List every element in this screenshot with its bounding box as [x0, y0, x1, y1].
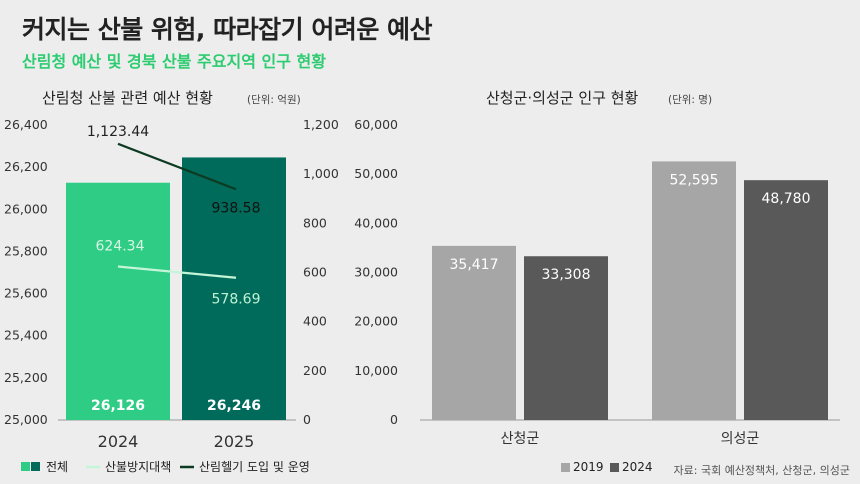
line-label: 938.58	[212, 200, 261, 216]
left-tick-label: 25,000	[4, 412, 48, 427]
y-tick-label: 50,000	[354, 166, 398, 181]
left-tick-label: 26,400	[4, 117, 48, 132]
chart2-title: 산청군·의성군 인구 현황	[486, 89, 639, 107]
chart1-unit: (단위: 억원)	[247, 93, 301, 106]
left-tick-label: 25,400	[4, 328, 48, 343]
page-subtitle: 산림청 예산 및 경북 산불 주요지역 인구 현황	[22, 52, 326, 71]
legend-swatch-2024	[610, 463, 619, 472]
category-label: 2024	[98, 432, 139, 451]
left-tick-label: 25,800	[4, 243, 48, 258]
left-tick-label: 26,200	[4, 159, 48, 174]
legend-label: 2019	[573, 460, 604, 474]
line-label: 624.34	[96, 239, 145, 255]
legend-label: 2024	[622, 460, 653, 474]
line-산림헬기 도입 및 운영	[117, 142, 237, 191]
chart1-title: 산림청 산불 관련 예산 현황	[42, 89, 213, 107]
population-bar-산청군-2024	[524, 256, 608, 420]
category-label: 2025	[214, 432, 255, 451]
line-산불방지대책	[117, 265, 237, 279]
population-bar-label: 52,595	[670, 172, 719, 188]
y-tick-label: 10,000	[354, 363, 398, 378]
page-title: 커지는 산불 위험, 따라잡기 어려운 예산	[22, 15, 433, 44]
line-label: 578.69	[212, 292, 261, 308]
right-tick-label: 600	[303, 265, 327, 280]
line-label: 1,123.44	[87, 124, 149, 140]
population-bar-label: 33,308	[542, 267, 591, 283]
chart2-unit: (단위: 명)	[668, 93, 712, 106]
y-tick-label: 20,000	[354, 314, 398, 329]
legend-label: 전체	[46, 460, 68, 474]
category-label: 의성군	[721, 431, 760, 447]
y-tick-label: 0	[390, 412, 398, 427]
right-tick-label: 1,000	[303, 166, 339, 181]
legend-swatch-2019	[561, 463, 570, 472]
population-bar-label: 48,780	[762, 191, 811, 207]
population-bar-의성군-2024	[744, 180, 828, 420]
right-tick-label: 200	[303, 363, 327, 378]
right-tick-label: 0	[303, 412, 311, 427]
right-tick-label: 400	[303, 314, 327, 329]
population-bar-산청군-2019	[432, 245, 516, 420]
y-tick-label: 60,000	[354, 117, 398, 132]
legend-label: 산림헬기 도입 및 운영	[199, 460, 310, 474]
budget-bar-2025	[182, 157, 286, 420]
budget-bar-label: 26,246	[207, 398, 261, 414]
source-note: 자료: 국회 예산정책처, 산청군, 의성군	[673, 464, 850, 477]
left-tick-label: 25,200	[4, 370, 48, 385]
legend-swatch-total-2024	[21, 462, 30, 471]
left-tick-label: 26,000	[4, 201, 48, 216]
right-tick-label: 1,200	[303, 117, 339, 132]
category-label: 산청군	[501, 431, 540, 447]
budget-bar-label: 26,126	[91, 398, 145, 414]
population-bar-의성군-2019	[652, 161, 736, 421]
legend-swatch-total-2025	[31, 462, 40, 471]
budget-bar-2024	[66, 182, 170, 420]
right-tick-label: 800	[303, 215, 327, 230]
population-bar-label: 35,417	[450, 257, 499, 273]
y-tick-label: 30,000	[354, 265, 398, 280]
left-tick-label: 25,600	[4, 286, 48, 301]
y-tick-label: 40,000	[354, 215, 398, 230]
legend-label: 산불방지대책	[105, 459, 171, 474]
